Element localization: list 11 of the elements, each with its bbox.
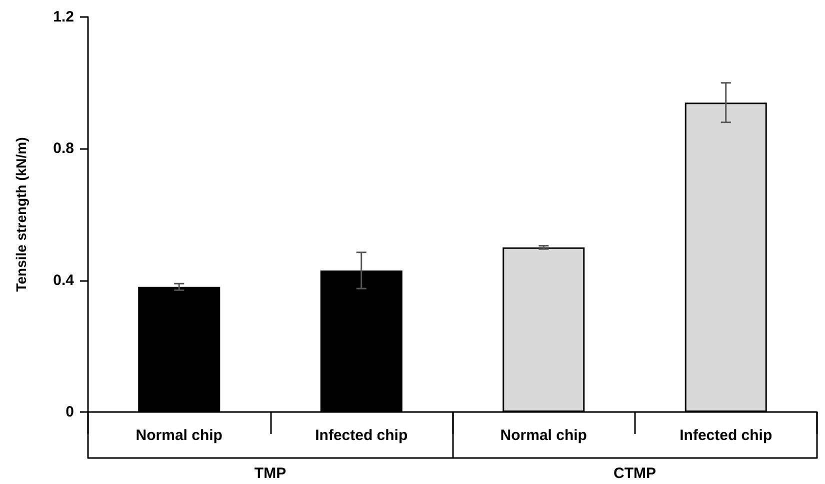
text: TMP (254, 465, 286, 482)
y-axis-title: Tensile strength (kN/m) (13, 137, 29, 292)
x-tick-label: Normal chip (500, 427, 587, 444)
y-tick-label: 0.8 (53, 140, 74, 158)
text: CTMP (614, 465, 656, 482)
x-tick-label: Normal chip (136, 427, 222, 444)
x-tick-label: Infected chip (680, 427, 772, 444)
x-tick-label: Infected chip (315, 427, 408, 444)
y-tick-label: 0.4 (53, 272, 75, 289)
y-tick-label: 1.2 (53, 8, 74, 26)
y-tick-label: 0 (66, 404, 74, 420)
